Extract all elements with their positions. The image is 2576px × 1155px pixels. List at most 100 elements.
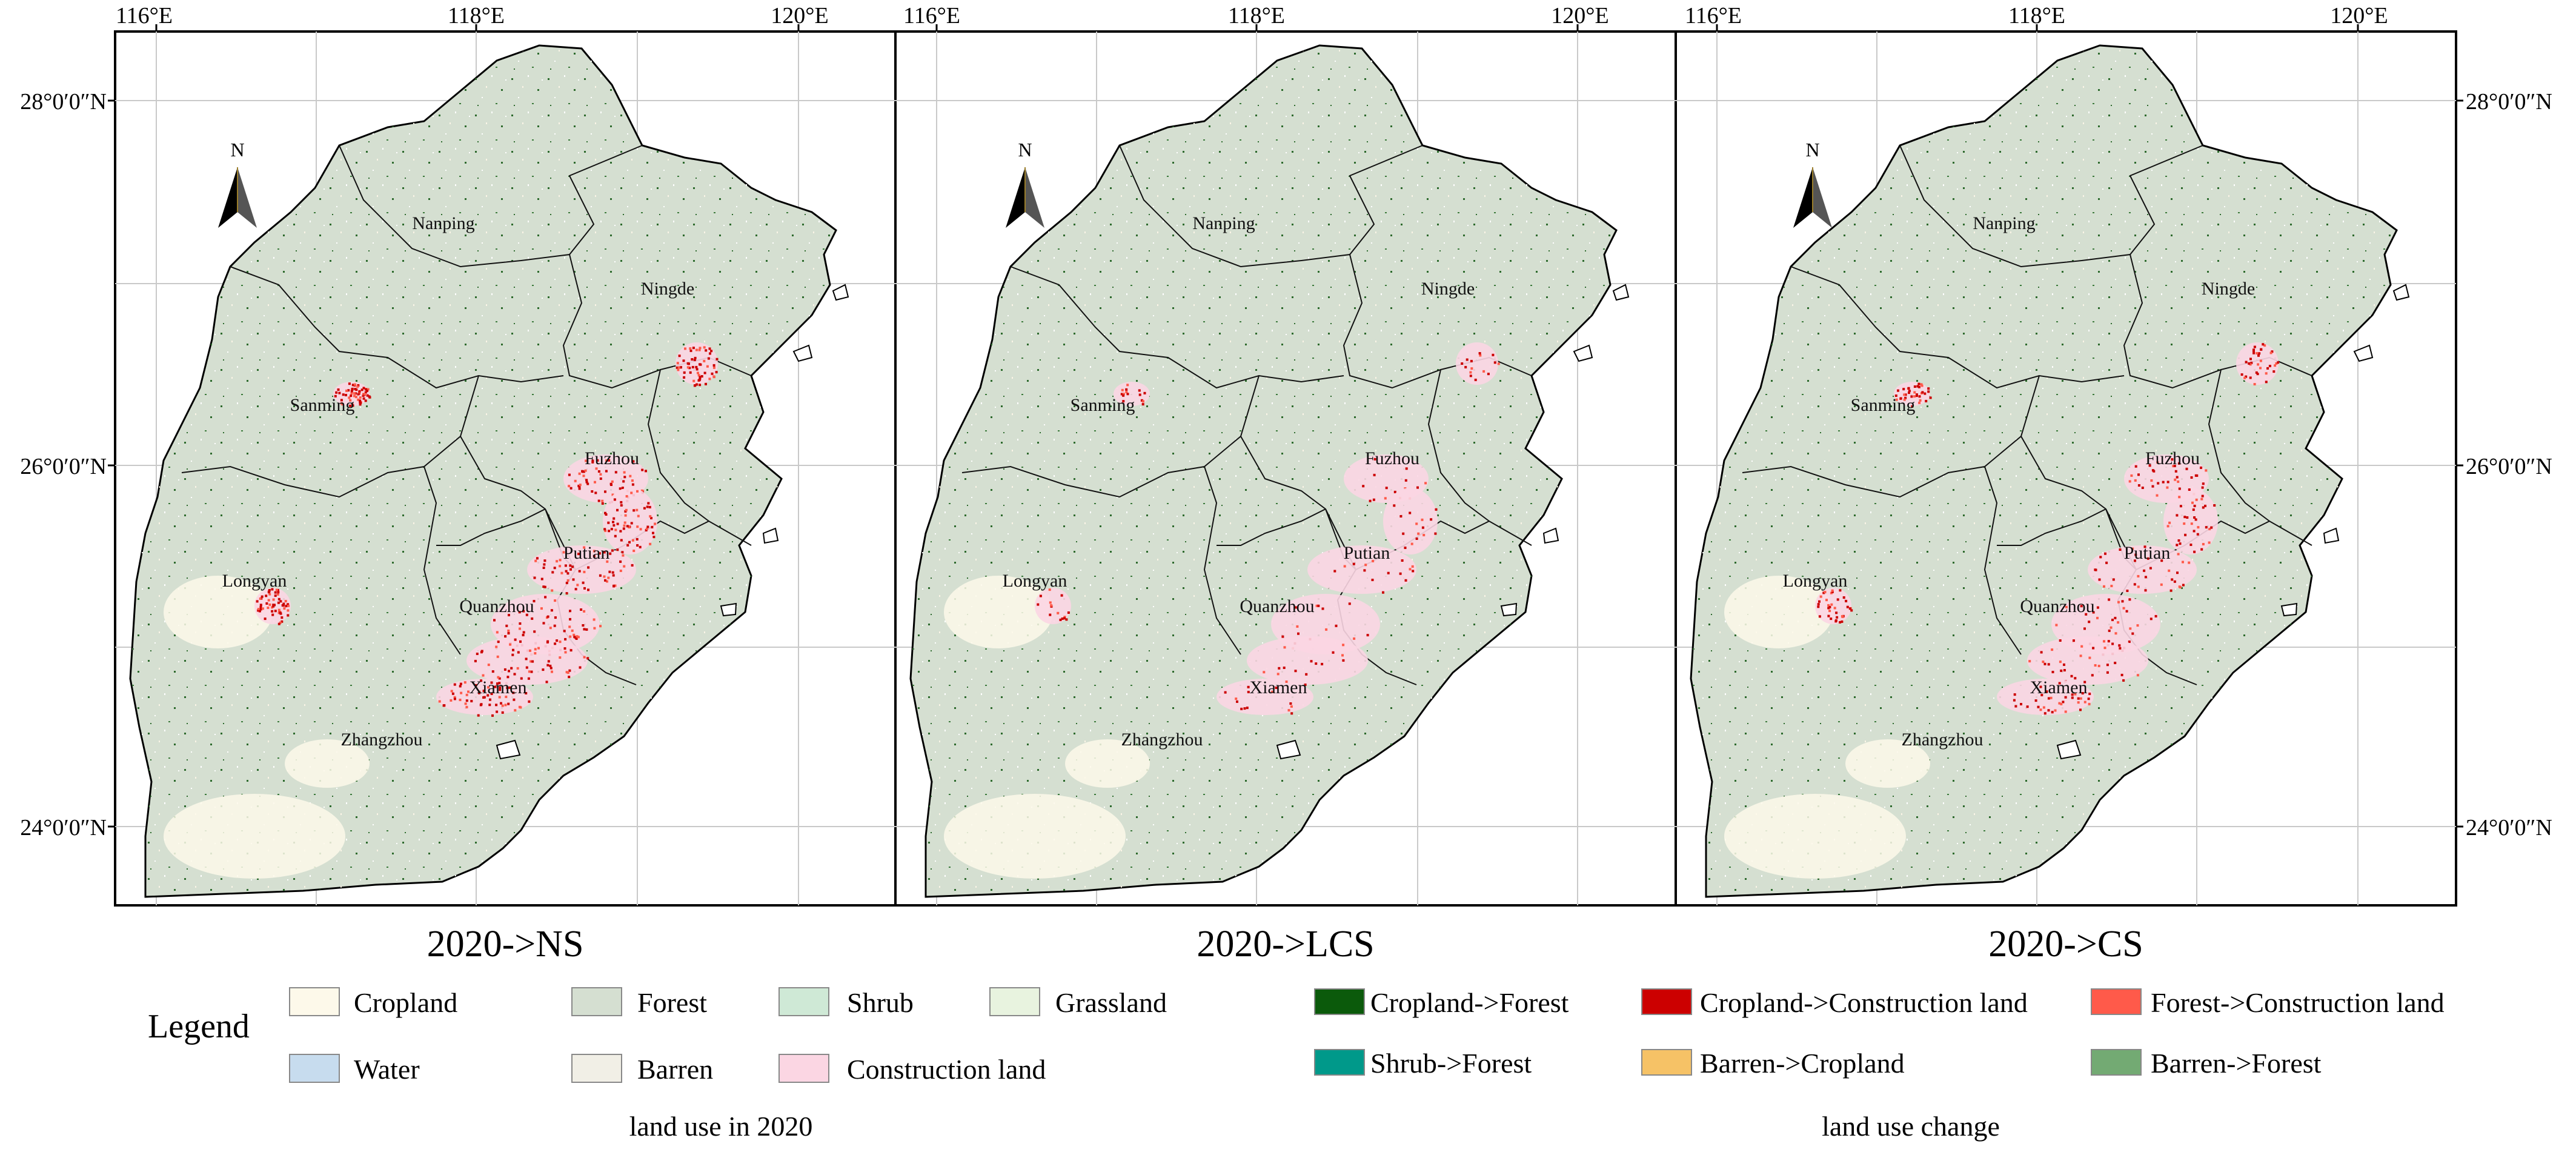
change-pixel bbox=[2077, 697, 2080, 700]
change-pixel bbox=[678, 354, 681, 358]
construction-land-patch bbox=[2088, 545, 2197, 594]
change-pixel bbox=[1825, 599, 1828, 602]
change-pixel bbox=[1831, 590, 1834, 593]
legend-label-barren-to-cropland: Barren->Cropland bbox=[1700, 1048, 1905, 1079]
left-tick-label: 26°0′0″N bbox=[20, 454, 107, 479]
change-pixel bbox=[1421, 526, 1424, 529]
change-pixel bbox=[1348, 602, 1351, 605]
change-pixel bbox=[1061, 617, 1064, 620]
change-pixel bbox=[274, 610, 277, 613]
change-pixel bbox=[2110, 585, 2113, 587]
change-pixel bbox=[2119, 548, 2122, 551]
change-pixel bbox=[359, 396, 362, 399]
change-pixel bbox=[695, 383, 699, 386]
change-pixel bbox=[1918, 401, 1921, 404]
change-pixel bbox=[1411, 565, 1414, 568]
city-label-ningde: Ningde bbox=[641, 279, 694, 299]
change-pixel bbox=[611, 549, 614, 552]
change-pixel bbox=[2191, 501, 2194, 504]
change-pixel bbox=[574, 588, 577, 591]
construction-land-patch bbox=[1217, 679, 1313, 715]
change-pixel bbox=[522, 634, 525, 636]
change-pixel bbox=[578, 570, 581, 573]
change-pixel bbox=[2271, 350, 2274, 353]
city-label-ningde: Ningde bbox=[1421, 279, 1475, 299]
change-pixel bbox=[1352, 562, 1355, 565]
change-pixel bbox=[2201, 486, 2204, 489]
change-pixel bbox=[697, 374, 700, 377]
change-pixel bbox=[2176, 514, 2179, 517]
change-pixel bbox=[2153, 470, 2156, 473]
change-pixel bbox=[572, 578, 575, 581]
change-pixel bbox=[568, 669, 571, 672]
change-pixel bbox=[2149, 567, 2152, 570]
change-pixel bbox=[284, 600, 287, 602]
change-pixel bbox=[1487, 373, 1490, 376]
change-pixel bbox=[591, 459, 594, 462]
change-pixel bbox=[2106, 671, 2109, 674]
change-pixel bbox=[281, 604, 284, 607]
change-pixel bbox=[2245, 375, 2248, 378]
change-pixel bbox=[349, 404, 352, 407]
change-pixel bbox=[272, 598, 275, 601]
change-pixel bbox=[1827, 604, 1830, 607]
change-pixel bbox=[2169, 589, 2173, 592]
change-pixel bbox=[277, 591, 280, 594]
change-pixel bbox=[705, 349, 708, 352]
change-pixel bbox=[593, 627, 596, 630]
change-pixel bbox=[359, 403, 362, 406]
change-pixel bbox=[574, 636, 577, 639]
change-pixel bbox=[470, 700, 473, 702]
change-pixel bbox=[459, 685, 462, 688]
change-pixel bbox=[496, 655, 499, 658]
change-pixel bbox=[682, 359, 685, 362]
change-pixel bbox=[625, 508, 628, 511]
change-pixel bbox=[580, 608, 583, 611]
change-pixel bbox=[707, 357, 710, 360]
change-pixel bbox=[2137, 585, 2140, 588]
change-pixel bbox=[603, 528, 606, 531]
change-pixel bbox=[1416, 486, 1419, 489]
change-pixel bbox=[2201, 494, 2204, 498]
change-pixel bbox=[604, 530, 607, 532]
change-pixel bbox=[1372, 559, 1375, 562]
change-pixel bbox=[2176, 476, 2179, 479]
change-pixel bbox=[507, 702, 510, 705]
change-pixel bbox=[2252, 351, 2256, 354]
change-pixel bbox=[257, 608, 260, 611]
change-pixel bbox=[645, 527, 648, 530]
change-pixel bbox=[546, 640, 549, 643]
change-pixel bbox=[529, 649, 531, 652]
construction-land-patch bbox=[676, 342, 718, 385]
change-pixel bbox=[362, 387, 365, 390]
panel-caption-lcs: 2020->LCS bbox=[1197, 924, 1374, 965]
change-pixel bbox=[478, 690, 481, 693]
change-pixel bbox=[2040, 694, 2043, 696]
change-pixel bbox=[636, 544, 639, 547]
change-pixel bbox=[2083, 701, 2086, 704]
change-pixel bbox=[569, 635, 572, 638]
change-pixel bbox=[2185, 467, 2188, 470]
change-pixel bbox=[2248, 362, 2251, 365]
change-pixel bbox=[360, 388, 363, 391]
change-pixel bbox=[624, 510, 627, 513]
change-pixel bbox=[556, 639, 559, 642]
change-pixel bbox=[1464, 365, 1467, 368]
change-pixel bbox=[700, 375, 703, 378]
change-pixel bbox=[498, 677, 501, 680]
change-pixel bbox=[335, 391, 338, 394]
construction-hotspots-cs bbox=[1815, 342, 2280, 715]
change-pixel bbox=[2058, 682, 2061, 685]
change-pixel bbox=[1479, 354, 1482, 357]
change-pixel bbox=[531, 660, 534, 663]
legend-label-cropland-to-construction: Cropland->Construction land bbox=[1700, 987, 2028, 1018]
change-pixel bbox=[491, 670, 494, 673]
change-pixel bbox=[1224, 691, 1227, 694]
change-pixel bbox=[2040, 651, 2043, 654]
change-pixel bbox=[1434, 532, 1437, 535]
change-pixel bbox=[1138, 389, 1141, 392]
change-pixel bbox=[2208, 541, 2211, 544]
change-pixel bbox=[1913, 395, 1916, 398]
change-pixel bbox=[574, 479, 577, 482]
change-pixel bbox=[2131, 632, 2134, 635]
